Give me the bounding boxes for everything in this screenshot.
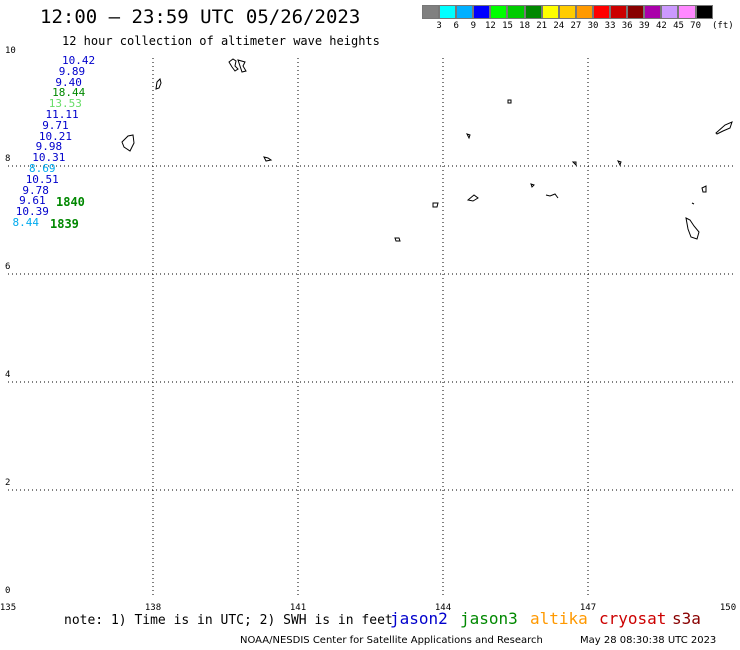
color-scale-label: 42	[655, 21, 667, 31]
wave-height-value: 10.42	[62, 54, 96, 67]
coastlines	[121, 58, 733, 242]
color-scale-cell	[678, 5, 696, 19]
color-scale-label: 27	[570, 21, 582, 31]
color-scale-cell	[439, 5, 457, 19]
wave-height-value: 9.61	[19, 194, 46, 208]
island-outline	[701, 185, 707, 193]
color-scale-cell	[507, 5, 525, 19]
color-scale-cell	[610, 5, 628, 19]
island-outline	[263, 156, 273, 162]
color-scale-label: 15	[502, 21, 513, 31]
island-outline	[571, 161, 577, 167]
latitude-label: 4	[5, 370, 11, 380]
island-outline	[121, 134, 135, 152]
color-scale-cell	[524, 5, 542, 19]
color-scale-cell	[575, 5, 593, 19]
note-text: note: 1) Time is in UTC; 2) SWH is in fe…	[64, 613, 393, 628]
island-outline	[617, 160, 622, 167]
wave-height-value: 10.51	[25, 172, 59, 186]
island-outline	[545, 193, 559, 199]
color-scale-label: 6	[453, 21, 459, 31]
color-scale-label: 45	[673, 21, 684, 31]
map-title: 12:00 – 23:59 UTC 05/26/2023	[40, 6, 361, 28]
island-outline	[691, 202, 695, 205]
color-scale-label: 3	[436, 21, 442, 31]
longitude-label: 138	[144, 603, 162, 613]
color-scale-cell	[644, 5, 662, 19]
wave-height-value: 13.53	[48, 97, 82, 111]
map-subtitle: 12 hour collection of altimeter wave hei…	[62, 34, 380, 48]
island-outline	[466, 194, 479, 202]
island-outline	[228, 58, 247, 73]
color-scale-label: 12	[484, 21, 496, 31]
legend-jason2: jason2	[390, 609, 448, 628]
wave-height-value: 9.71	[42, 118, 69, 132]
wave-height-value: 9.40	[55, 75, 82, 89]
island-outline	[155, 78, 162, 90]
island-outline	[466, 133, 471, 140]
island-outline	[432, 202, 439, 208]
pass-label: 1839	[50, 217, 79, 231]
footer-timestamp: May 28 08:30:38 UTC 2023	[580, 635, 717, 646]
wave-height-value: 10.31	[32, 151, 66, 165]
color-scale-label: 36	[621, 21, 633, 31]
island-outline	[394, 237, 401, 242]
color-scale-cell	[592, 5, 611, 19]
color-scale-cell	[558, 5, 576, 19]
color-scale-label: 33	[604, 21, 616, 31]
latitude-label: 0	[5, 586, 11, 596]
wave-height-value: 10.21	[38, 129, 73, 143]
wave-height-value: 9.98	[35, 140, 63, 154]
longitude-label: 144	[434, 603, 452, 613]
color-scale-label: 70	[690, 21, 702, 31]
color-scale-cell	[422, 5, 440, 19]
wave-height-value: 10.39	[15, 205, 49, 219]
latitude-label: 6	[5, 262, 11, 272]
legend-s3a: s3a	[672, 609, 701, 628]
latitude-label: 2	[5, 478, 11, 488]
legend-jason3: jason3	[460, 609, 518, 628]
legend-altika: altika	[530, 609, 588, 628]
longitude-label: 135	[0, 603, 17, 613]
wave-height-value: 18.44	[52, 86, 86, 100]
island-outline	[530, 183, 535, 188]
pass-label: 1840	[56, 195, 85, 209]
wave-height-value: 8.44	[12, 216, 40, 229]
color-scale-cell	[661, 5, 679, 19]
island-outline	[685, 217, 700, 240]
color-scale-cell	[490, 5, 508, 19]
wave-height-value: 8.69	[29, 162, 56, 175]
latitude-label: 8	[5, 154, 11, 164]
color-scale-label: 9	[470, 21, 477, 31]
latitude-label: 10	[5, 46, 16, 56]
color-scale-unit: (ft)	[712, 21, 734, 31]
longitude-label: 141	[289, 603, 307, 613]
island-outline	[715, 121, 733, 135]
color-scale-label: 21	[536, 21, 548, 31]
footer-credit: NOAA/NESDIS Center for Satellite Applica…	[240, 635, 543, 646]
color-scale-cell	[456, 5, 474, 19]
color-scale-label: 30	[587, 21, 599, 31]
longitude-label: 150	[719, 603, 737, 613]
graticule	[8, 58, 733, 598]
wave-height-value: 9.78	[22, 183, 49, 197]
color-scale-cell	[627, 5, 645, 19]
color-scale-cell	[541, 5, 559, 19]
wave-height-value: 9.89	[58, 64, 86, 78]
color-scale-cell	[695, 5, 713, 19]
color-scale-label: 24	[553, 21, 565, 31]
color-scale-bar	[422, 5, 713, 19]
color-scale-cell	[473, 5, 491, 19]
wave-height-value: 11.11	[45, 108, 79, 121]
longitude-label: 147	[579, 603, 597, 613]
color-scale-label: 18	[519, 21, 531, 31]
island-outline	[507, 99, 512, 104]
color-scale-label: 39	[638, 21, 650, 31]
legend-cryosat: cryosat	[599, 609, 667, 628]
